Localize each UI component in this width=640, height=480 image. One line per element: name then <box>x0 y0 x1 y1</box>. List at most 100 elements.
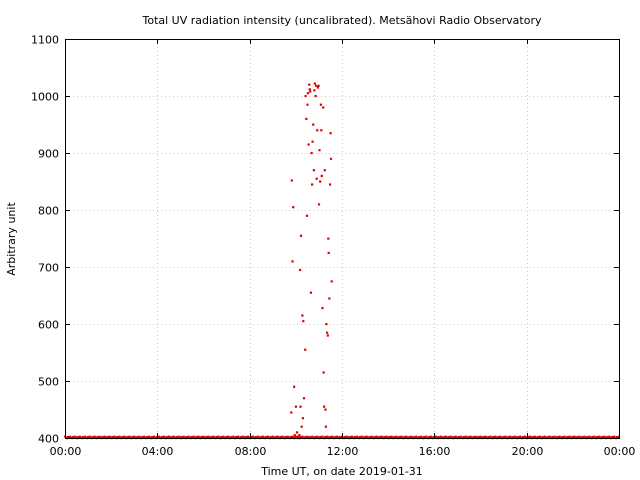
baseline-point <box>305 436 308 439</box>
data-point <box>329 183 332 186</box>
baseline-point <box>241 436 244 439</box>
data-point <box>330 280 333 283</box>
data-point <box>315 177 318 180</box>
baseline-point <box>443 436 446 439</box>
x-tick-label: 04:00 <box>142 445 174 458</box>
baseline-point <box>87 436 90 439</box>
data-point <box>329 157 333 160</box>
baseline-point <box>508 436 511 439</box>
baseline-point <box>320 436 323 439</box>
data-point <box>302 320 305 323</box>
data-point <box>328 297 331 300</box>
data-point <box>311 183 314 186</box>
data-point <box>317 84 320 87</box>
data-point <box>323 405 326 408</box>
baseline-point <box>547 436 550 439</box>
data-points <box>290 82 333 440</box>
baseline-point <box>572 436 575 439</box>
baseline-point <box>597 436 600 439</box>
baseline-point <box>374 436 377 439</box>
baseline-point <box>483 436 486 439</box>
data-point <box>314 95 317 98</box>
data-point <box>293 434 296 437</box>
baseline-point <box>389 436 392 439</box>
baseline-point <box>315 436 318 439</box>
data-point <box>299 405 302 408</box>
data-point <box>315 84 318 87</box>
baseline-point <box>176 436 179 439</box>
baseline-point <box>221 436 224 439</box>
gridlines <box>65 39 619 438</box>
baseline-point <box>498 436 501 439</box>
baseline-point <box>364 436 367 439</box>
y-tick-label: 1100 <box>31 34 59 47</box>
data-point <box>308 88 311 91</box>
baseline-point <box>97 436 100 439</box>
data-point <box>325 323 328 326</box>
baseline-point <box>68 436 70 439</box>
baseline-point <box>359 436 362 439</box>
y-tick-label: 700 <box>38 262 59 275</box>
data-point <box>291 260 294 263</box>
baseline-point <box>285 436 288 439</box>
baseline-point <box>518 436 521 439</box>
baseline-point <box>523 436 525 439</box>
baseline-point <box>246 436 248 439</box>
data-point <box>312 169 315 172</box>
data-point <box>300 425 303 428</box>
baseline-point <box>617 436 619 439</box>
data-point <box>316 129 319 132</box>
baseline-point <box>142 436 145 439</box>
data-point <box>319 103 322 106</box>
baseline-point <box>537 436 540 439</box>
baseline-point <box>345 436 347 439</box>
baseline-point <box>582 436 585 439</box>
baseline-point <box>424 436 427 439</box>
x-tick-label: 00:00 <box>50 445 82 458</box>
baseline-point <box>463 436 466 439</box>
y-axis-label: Arbitrary unit <box>5 202 18 276</box>
baseline-point <box>592 436 595 439</box>
axis-ticks <box>65 39 620 439</box>
baseline-point <box>72 436 75 439</box>
baseline-point <box>607 436 610 439</box>
baseline-point <box>206 436 209 439</box>
x-tick-label: 12:00 <box>327 445 359 458</box>
data-point <box>304 95 307 98</box>
y-tick-label: 400 <box>38 433 59 446</box>
baseline-point <box>532 436 535 439</box>
baseline-point <box>132 436 135 439</box>
baseline-point <box>127 436 130 439</box>
baseline-point <box>265 436 268 439</box>
data-point <box>298 434 301 437</box>
baseline-point <box>394 436 397 439</box>
data-point <box>301 314 304 317</box>
baseline-point <box>300 436 303 439</box>
baseline-point <box>275 436 278 439</box>
y-tick-label: 900 <box>38 148 59 161</box>
baseline-point <box>260 436 263 439</box>
baseline-point <box>349 436 352 439</box>
baseline-point <box>166 436 169 439</box>
baseline-point <box>587 436 590 439</box>
data-point <box>293 385 296 388</box>
data-point <box>308 83 311 86</box>
baseline-point <box>542 436 545 439</box>
baseline-point <box>379 436 382 439</box>
x-tick-label: 00:00 <box>604 445 636 458</box>
data-point <box>320 129 323 132</box>
baseline-point <box>270 436 273 439</box>
baseline-point <box>191 436 194 439</box>
data-point <box>292 206 295 209</box>
data-point <box>312 123 315 126</box>
y-tick-label: 500 <box>38 376 59 389</box>
data-point <box>327 251 330 254</box>
baseline-point <box>107 436 110 439</box>
data-point <box>307 143 310 146</box>
data-point <box>313 82 316 85</box>
baseline-point <box>137 436 140 439</box>
baseline-point <box>152 436 154 439</box>
baseline-point <box>503 436 506 439</box>
data-point <box>290 411 293 414</box>
